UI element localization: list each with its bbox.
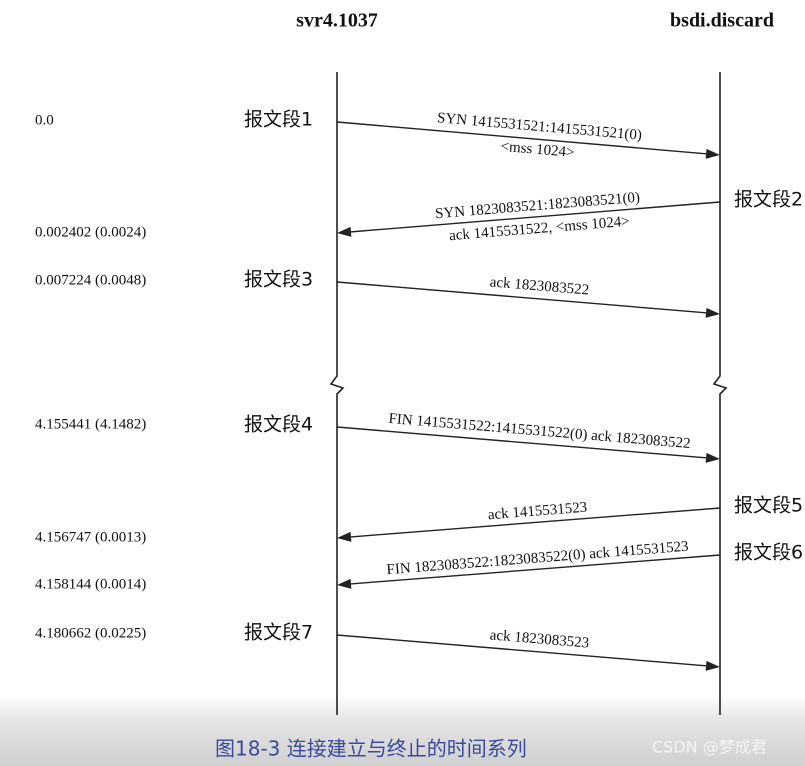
arrow-head <box>337 531 352 542</box>
arrow-head <box>705 307 720 318</box>
time-label: 4.155441 (4.1482) <box>35 416 146 432</box>
arrow-head <box>705 148 720 159</box>
arrow-head <box>337 226 352 237</box>
arrow-line <box>336 121 707 155</box>
arrow-line <box>350 201 721 233</box>
left-host: svr4.1037 <box>296 10 378 32</box>
message-text: FIN 1823083522:1823083522(0) ack 1415531… <box>386 539 689 579</box>
segment-label: 报文段6 <box>734 542 803 564</box>
arrow-line <box>336 426 707 459</box>
message-text: ack 1823083522 <box>489 274 590 298</box>
arrow-line <box>350 554 721 585</box>
time-label: 4.180662 (0.0225) <box>35 625 146 641</box>
arrow-line <box>350 507 721 538</box>
message-text: FIN 1415531522:1415531522(0) ack 1823083… <box>388 411 691 452</box>
arrow-line <box>336 281 707 314</box>
segment-label: 报文段5 <box>734 495 803 517</box>
arrow-head <box>705 660 720 671</box>
segment-label: 报文段1 <box>244 109 313 131</box>
right-host: bsdi.discard <box>670 10 774 32</box>
message-text: <mss 1024> <box>500 139 575 161</box>
message-text: ack 1415531523 <box>487 500 588 524</box>
arrow-head <box>705 452 720 463</box>
segment-label: 报文段4 <box>244 414 313 436</box>
time-label: 4.156747 (0.0013) <box>35 529 146 545</box>
time-label: 0.007224 (0.0048) <box>35 272 146 288</box>
segments: 0.0 报文段1 SYN 1415531521:1415531521(0)<mss … <box>35 109 803 671</box>
segment-label: 报文段7 <box>244 622 313 644</box>
watermark: CSDN @梦成君 <box>652 738 767 757</box>
caption: 图18-3 连接建立与终止的时间系列 <box>215 737 527 761</box>
arrow-head <box>337 578 352 589</box>
left-timeline <box>329 72 345 715</box>
segment-label: 报文段2 <box>734 189 803 211</box>
footer-band <box>0 695 805 766</box>
time-label: 0.0 <box>35 112 54 128</box>
time-label: 4.158144 (0.0014) <box>35 576 146 592</box>
message-text: ack 1823083523 <box>489 627 590 651</box>
message-text: SYN 1415531521:1415531521(0) <box>436 110 642 144</box>
time-label: 0.002402 (0.0024) <box>35 224 146 240</box>
right-timeline <box>712 72 728 715</box>
segment-label: 报文段3 <box>244 269 313 291</box>
arrow-line <box>336 634 707 667</box>
